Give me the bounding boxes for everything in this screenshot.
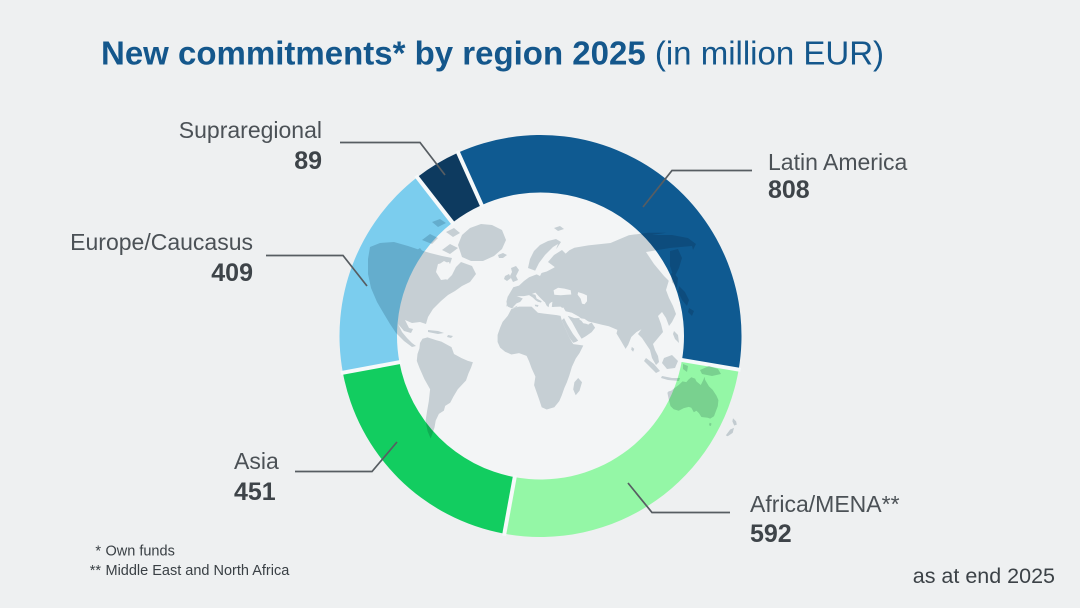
svg-text:Supraregional: Supraregional xyxy=(179,117,322,143)
svg-text:Africa/MENA**: Africa/MENA** xyxy=(750,491,900,517)
svg-text:Asia: Asia xyxy=(234,448,279,474)
svg-text:451: 451 xyxy=(234,478,276,506)
svg-text:409: 409 xyxy=(211,259,253,287)
svg-text:as at end 2025: as at end 2025 xyxy=(913,564,1055,588)
svg-text:Latin America: Latin America xyxy=(768,149,908,175)
svg-text:**: ** xyxy=(90,563,102,579)
svg-text:New commitments* by region 202: New commitments* by region 2025 (in mill… xyxy=(101,35,884,72)
svg-text:Middle East and North Africa: Middle East and North Africa xyxy=(106,563,291,579)
svg-text:*: * xyxy=(95,544,101,560)
svg-text:89: 89 xyxy=(294,147,322,175)
svg-text:592: 592 xyxy=(750,520,792,548)
svg-text:Own funds: Own funds xyxy=(106,544,175,560)
svg-text:808: 808 xyxy=(768,176,810,204)
svg-text:Europe/Caucasus: Europe/Caucasus xyxy=(70,229,253,255)
